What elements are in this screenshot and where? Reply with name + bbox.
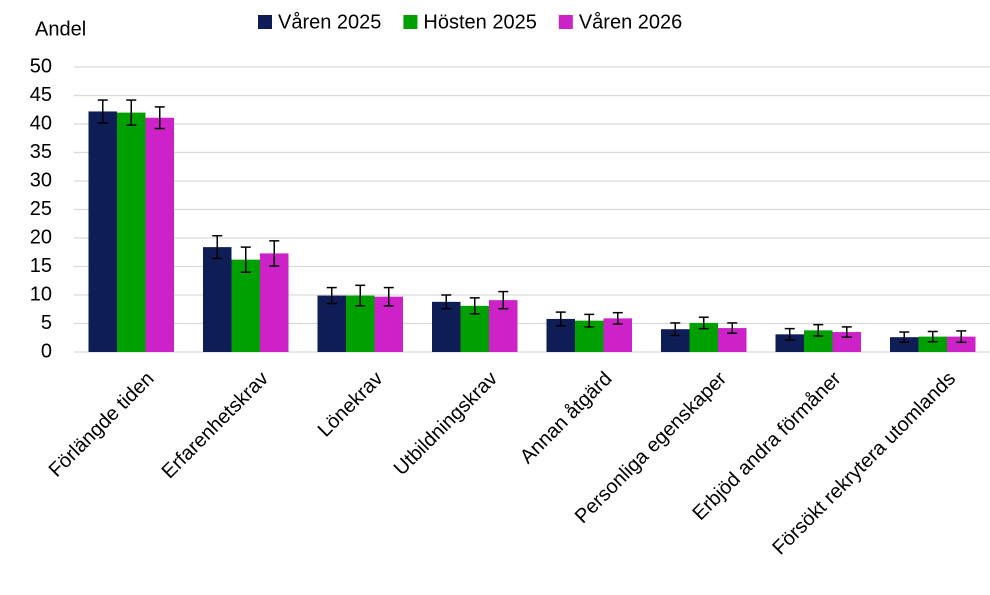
- error-bar: [612, 311, 623, 325]
- y-tick-label: 40: [30, 112, 52, 134]
- y-tick-label: 50: [30, 55, 52, 77]
- error-bar: [698, 316, 709, 330]
- legend-swatch: [403, 15, 418, 29]
- error-bar: [899, 331, 910, 344]
- bar: [88, 111, 117, 353]
- bar: [260, 253, 289, 352]
- error-bar: [441, 294, 452, 310]
- bar: [918, 336, 947, 352]
- error-bar: [383, 286, 394, 307]
- legend-swatch: [258, 15, 272, 29]
- bar: [718, 328, 747, 352]
- error-bar: [269, 240, 280, 267]
- bar: [117, 112, 146, 352]
- error-bar: [841, 326, 852, 338]
- bar: [890, 337, 919, 352]
- x-tick-label: Utbildningskrav: [390, 368, 502, 480]
- legend-label: Våren 2026: [579, 11, 682, 33]
- error-bar: [956, 330, 967, 344]
- bar: [231, 259, 260, 352]
- bar: [432, 301, 461, 352]
- error-bar: [240, 246, 251, 273]
- y-tick-label: 15: [30, 255, 52, 277]
- error-bar: [154, 106, 165, 130]
- error-bar: [670, 322, 681, 337]
- x-tick-label: Annan åtgärd: [516, 368, 616, 468]
- error-bar: [126, 99, 137, 126]
- bar: [775, 334, 804, 352]
- x-tick-label: Förlängde tiden: [45, 368, 159, 482]
- error-bar: [326, 286, 337, 305]
- y-tick-label: 25: [30, 198, 52, 220]
- error-bar: [584, 313, 595, 328]
- error-bar: [555, 311, 566, 327]
- y-tick-label: 20: [30, 226, 52, 248]
- bar: [145, 117, 174, 352]
- bar: [317, 295, 346, 352]
- bar: [947, 336, 976, 352]
- error-bar: [498, 290, 509, 310]
- bar: [661, 329, 690, 352]
- error-bar: [813, 323, 824, 337]
- bar: [832, 332, 861, 352]
- legend-label: Hösten 2025: [423, 11, 536, 33]
- error-bar: [927, 330, 938, 343]
- x-tick-label: Försökt rekrytera utomlands: [768, 368, 960, 560]
- y-tick-label: 10: [30, 283, 52, 305]
- error-bar: [727, 322, 738, 334]
- x-tick-label: Lönekrav: [314, 368, 388, 442]
- legend-swatch: [558, 15, 573, 29]
- y-tick-label: 35: [30, 141, 52, 163]
- bar: [203, 247, 232, 352]
- x-tick-label: Erfarenhetskrav: [158, 368, 273, 483]
- bar: [804, 330, 833, 352]
- y-tick-label: 45: [30, 84, 52, 106]
- error-bar: [97, 99, 108, 124]
- y-tick-label: 5: [41, 312, 52, 334]
- legend-label: Våren 2025: [278, 11, 381, 33]
- error-bar: [469, 297, 480, 315]
- y-tick-label: 30: [30, 169, 52, 191]
- y-axis-label: Andel: [35, 18, 86, 40]
- error-bar: [355, 284, 366, 307]
- error-bar: [212, 234, 223, 260]
- error-bar: [784, 327, 795, 341]
- y-tick-label: 0: [41, 340, 52, 362]
